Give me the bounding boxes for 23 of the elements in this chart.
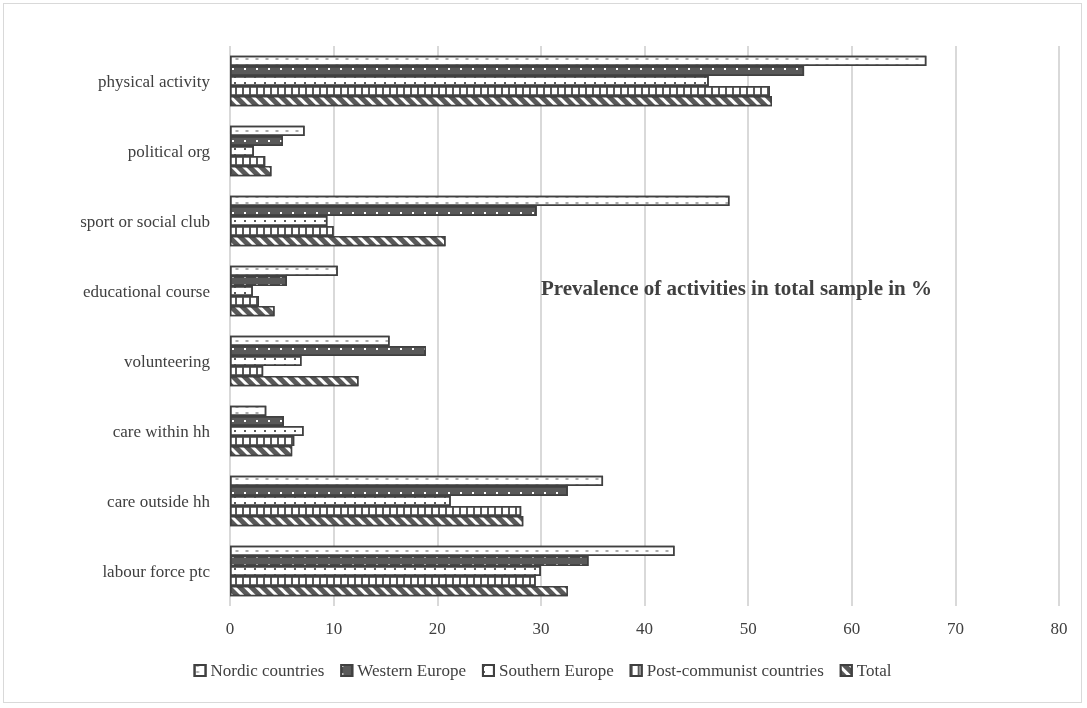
y-tick-label: labour force ptc bbox=[102, 561, 211, 581]
y-tick-label: educational course bbox=[83, 281, 210, 301]
y-tick-label: sport or social club bbox=[80, 211, 210, 231]
text: Prevalence of activities in total sample in % bbox=[541, 275, 932, 300]
legend-label: Nordic countries bbox=[210, 661, 325, 680]
x-tick-label: 0 bbox=[225, 619, 235, 638]
x-tick-label: 80 bbox=[1050, 619, 1068, 638]
y-tick-label: physical activity bbox=[98, 71, 211, 91]
y-tick-label: volunteering bbox=[124, 351, 211, 371]
x-tick-label: 10 bbox=[325, 619, 343, 638]
x-tick-label: 50 bbox=[739, 619, 757, 638]
x-tick-label: 40 bbox=[636, 619, 653, 638]
y-tick-label: care within hh bbox=[112, 421, 211, 441]
y-tick-label: political org bbox=[127, 141, 211, 161]
x-tick-label: 70 bbox=[946, 619, 964, 638]
x-tick-label: 20 bbox=[428, 619, 446, 638]
legend-label: Post-communist countries bbox=[646, 661, 824, 680]
x-tick-label: 30 bbox=[532, 619, 550, 638]
y-tick-label: care outside hh bbox=[107, 491, 211, 511]
legend-label: Southern Europe bbox=[498, 661, 614, 680]
legend-label: Western Europe bbox=[357, 661, 466, 680]
x-tick-label: 60 bbox=[843, 619, 861, 638]
legend-label: Total bbox=[856, 661, 892, 680]
